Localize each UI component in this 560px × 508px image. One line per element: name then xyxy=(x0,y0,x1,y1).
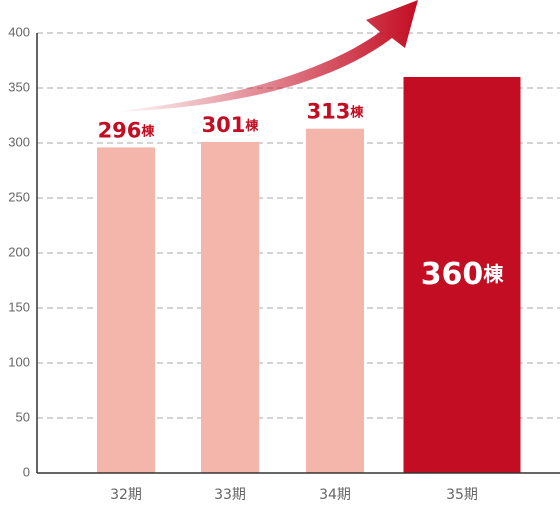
bars xyxy=(97,77,521,473)
x-tick-label: 33期 xyxy=(214,487,246,503)
x-tick-label: 34期 xyxy=(319,487,351,503)
y-tick-label: 200 xyxy=(8,244,30,259)
y-tick-label: 50 xyxy=(16,409,30,424)
trend-arrow xyxy=(112,0,418,112)
bar xyxy=(97,147,155,473)
bar xyxy=(201,141,259,473)
bar xyxy=(403,77,521,473)
bar xyxy=(306,128,364,473)
x-tick-label: 32期 xyxy=(110,487,142,503)
x-tick-label: 35期 xyxy=(446,487,478,503)
y-tick-label: 400 xyxy=(8,24,30,39)
value-label: 313棟 xyxy=(307,100,365,124)
value-label: 296棟 xyxy=(98,118,156,142)
y-tick-label: 150 xyxy=(8,299,30,314)
y-tick-label: 250 xyxy=(8,189,30,204)
value-label: 301棟 xyxy=(202,113,260,137)
y-tick-label: 0 xyxy=(23,464,30,479)
value-label: 360棟 xyxy=(421,257,505,292)
y-tick-label: 300 xyxy=(8,134,30,149)
y-tick-label: 100 xyxy=(8,354,30,369)
y-tick-label: 350 xyxy=(8,79,30,94)
